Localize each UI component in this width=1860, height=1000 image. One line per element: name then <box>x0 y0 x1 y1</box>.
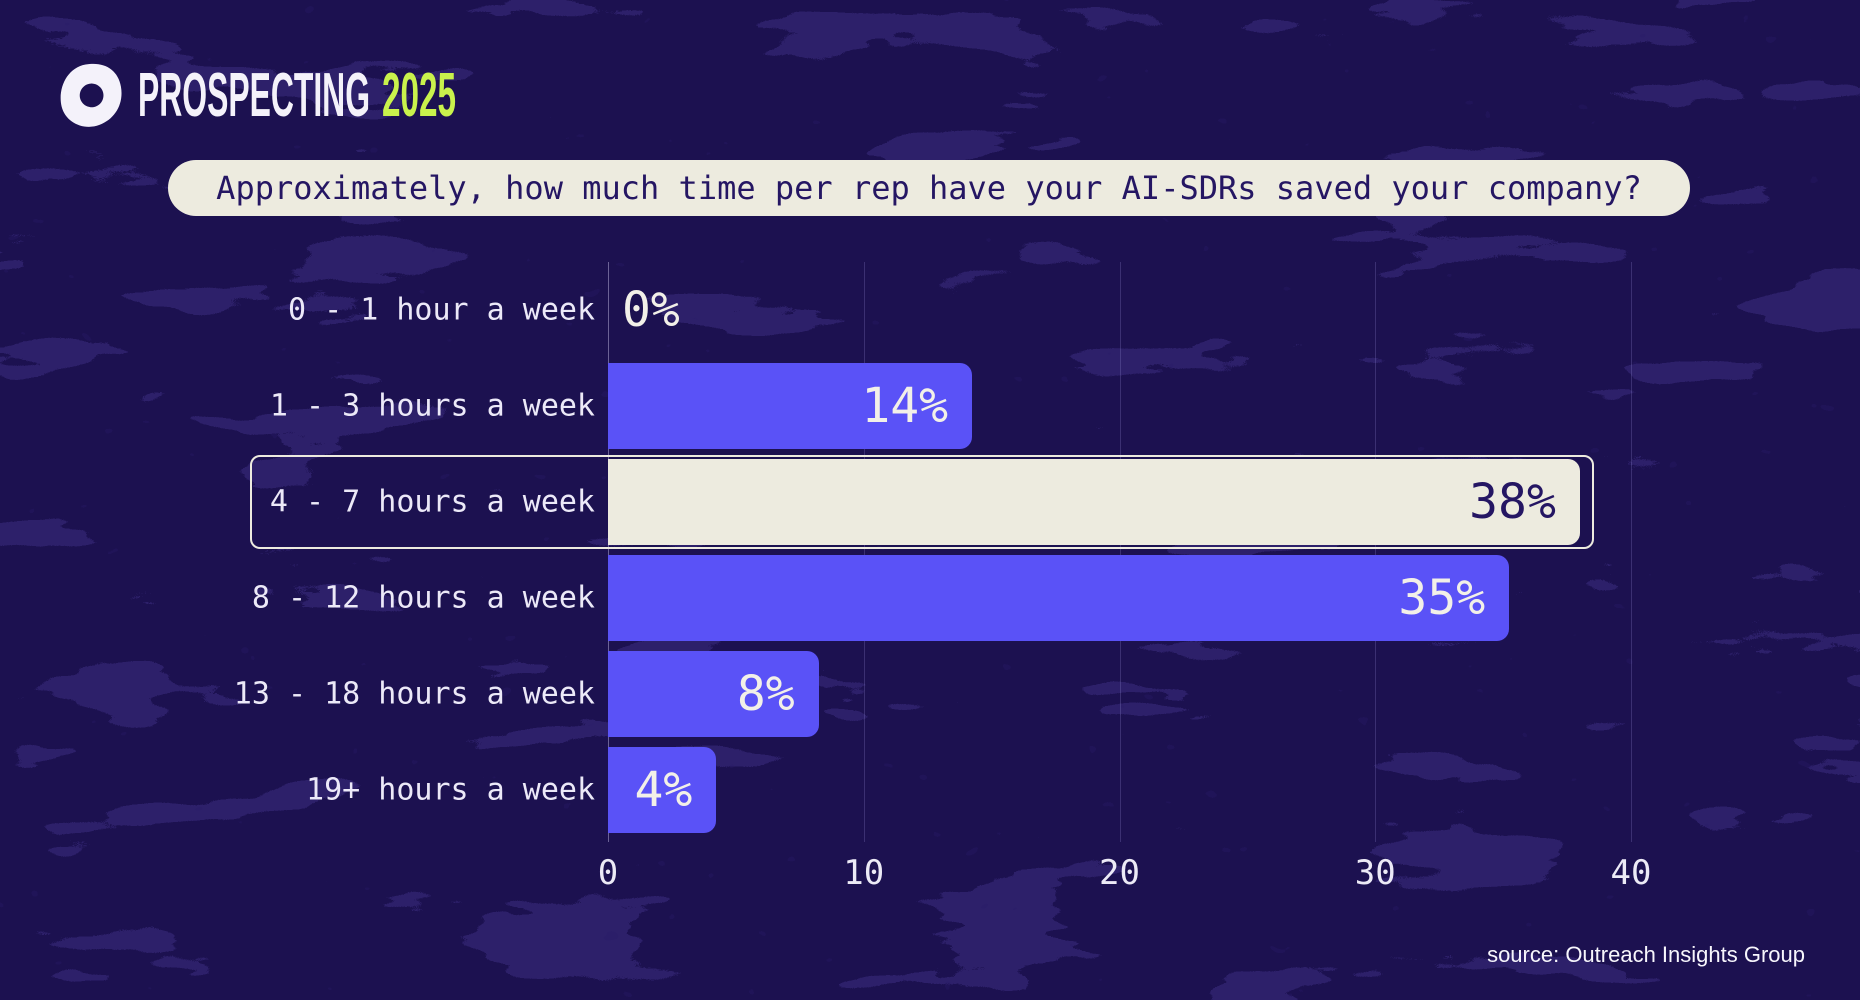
bar-value-label: 14% <box>861 378 949 434</box>
bar-category-label: 0 - 1 hour a week <box>287 292 595 328</box>
x-tick-label: 40 <box>1610 853 1652 893</box>
bar-category-label: 13 - 18 hours a week <box>233 676 595 712</box>
bar-value-label: 38% <box>1469 474 1556 530</box>
gridline <box>1631 262 1632 842</box>
outreach-logo-icon <box>60 63 122 127</box>
bar-value-label: 0% <box>622 282 680 338</box>
bar-category-label: 8 - 12 hours a week <box>251 580 595 616</box>
x-tick-label: 0 <box>597 853 619 893</box>
x-tick-label: 30 <box>1354 853 1396 893</box>
bar-value-label: 8% <box>736 666 795 722</box>
highlighted-row-outline <box>250 455 1594 549</box>
logo-wordmark: PROSPECTING 2025 <box>138 61 456 130</box>
gridline <box>1119 262 1121 842</box>
x-tick-label: 20 <box>1099 853 1140 893</box>
bar-category-label: 4 - 7 hours a week <box>269 484 595 520</box>
bar <box>608 747 717 833</box>
bar-value-label: 35% <box>1398 570 1486 626</box>
chart-title-text: Approximately, how much time per rep hav… <box>216 169 1642 207</box>
bar <box>608 459 1580 545</box>
x-tick-label: 10 <box>843 853 885 893</box>
bar-value-label: 4% <box>634 762 693 818</box>
gridline <box>1375 262 1377 842</box>
bar <box>608 555 1510 641</box>
bar-category-label: 19+ hours a week <box>306 772 595 808</box>
bar <box>608 363 973 449</box>
bar-category-label: 1 - 3 hours a week <box>269 388 595 424</box>
logo-wordmark-text: PROSPECTING <box>138 61 370 130</box>
source-credit: source: Outreach Insights Group <box>1487 942 1805 967</box>
bar <box>608 651 819 737</box>
gridline <box>863 262 865 842</box>
logo: PROSPECTING 2025 <box>58 61 458 130</box>
logo-year-text: 2025 <box>382 61 456 130</box>
y-axis-line <box>608 262 609 842</box>
chart-title: Approximately, how much time per rep hav… <box>168 160 1690 216</box>
